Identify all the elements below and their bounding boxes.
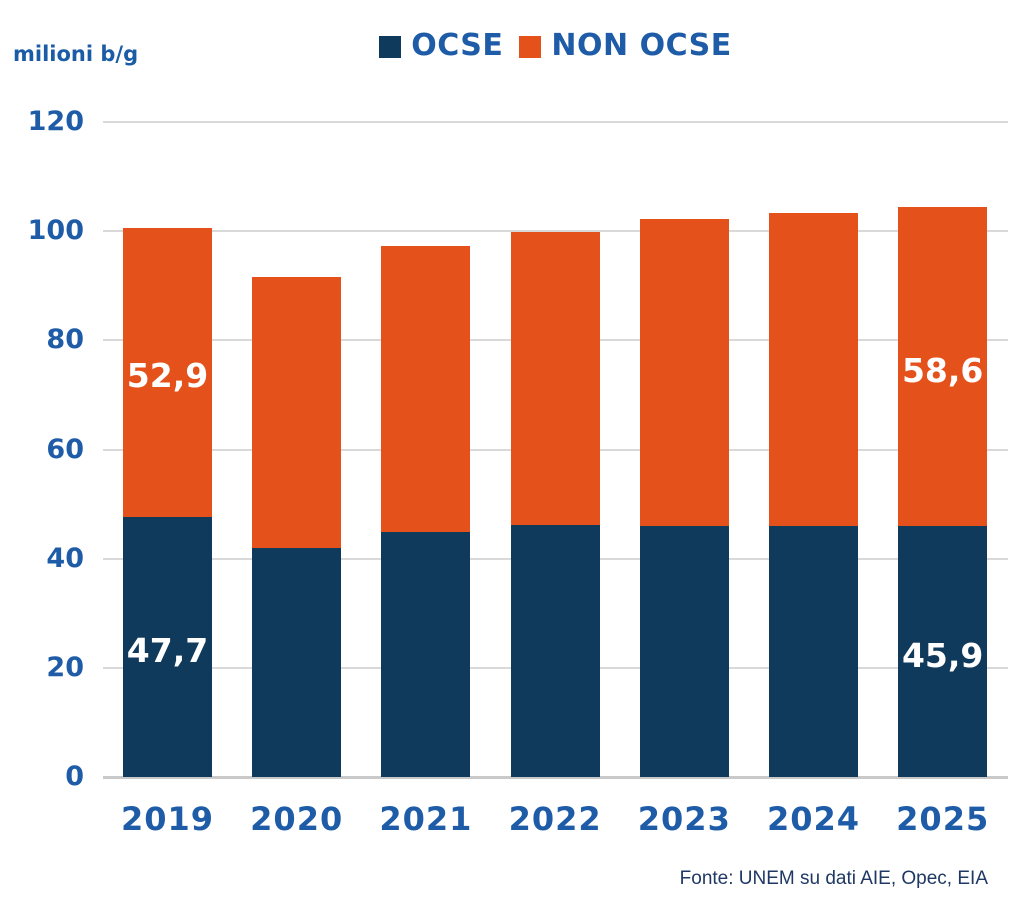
- y-axis-tick-label: 120: [27, 106, 84, 137]
- bar-segment-ocse-2021: [381, 532, 471, 777]
- bar-segment-ocse-2025: [898, 526, 988, 777]
- source-note: Fonte: UNEM su dati AIE, Opec, EIA: [679, 868, 988, 889]
- bar-segment-ocse-2022: [510, 525, 600, 777]
- y-axis-tick-label: 20: [46, 651, 84, 683]
- gridline-120: [103, 121, 1008, 123]
- y-axis-tick-label: 80: [46, 324, 84, 356]
- ocse-legend-swatch-icon: [379, 35, 402, 58]
- legend-item-ocse: OCSE: [379, 28, 503, 63]
- bar-segment-ocse-2020: [252, 547, 342, 777]
- gridline-100: [103, 230, 1008, 233]
- y-axis-tick-label: 100: [27, 215, 84, 247]
- x-axis-label-2023: 2023: [637, 800, 731, 838]
- bar-segment-non-ocse-2022: [510, 232, 600, 526]
- legend-label: NON OCSE: [551, 27, 732, 63]
- x-axis-line: [103, 776, 1008, 779]
- x-axis-label-2020: 2020: [250, 800, 344, 838]
- y-axis-tick-label: 0: [65, 761, 84, 792]
- x-axis-label-2022: 2022: [508, 800, 602, 838]
- bar-segment-non-ocse-2025: [898, 206, 988, 527]
- x-axis-label-2025: 2025: [896, 800, 990, 838]
- y-axis-unit-label: milioni b/g: [13, 42, 139, 66]
- bar-segment-ocse-2023: [639, 525, 729, 777]
- x-axis-label-2021: 2021: [379, 800, 473, 838]
- bar-segment-non-ocse-2024: [769, 213, 858, 526]
- bar-segment-non-ocse-2020: [252, 277, 342, 548]
- y-axis-tick-label: 60: [46, 433, 84, 465]
- legend-label: OCSE: [411, 27, 504, 63]
- bar-value-label-ocse-2019: 47,7: [126, 630, 209, 670]
- bar-segment-non-ocse-2019: [123, 227, 212, 517]
- x-axis-label-2019: 2019: [120, 800, 215, 838]
- bar-segment-ocse-2019: [123, 516, 212, 777]
- chart-legend: OCSE NON OCSE: [103, 24, 1008, 66]
- bar-segment-ocse-2024: [769, 525, 858, 777]
- non-ocse-legend-swatch-icon: [519, 35, 542, 58]
- bar-value-label-ocse-2025: 45,9: [901, 635, 984, 675]
- bar-value-label-non-ocse-2025: 58,6: [901, 350, 984, 390]
- x-axis-label-2024: 2024: [766, 800, 861, 838]
- bar-segment-non-ocse-2023: [639, 219, 729, 526]
- bar-segment-non-ocse-2021: [381, 245, 471, 533]
- bar-value-label-non-ocse-2019: 52,9: [126, 356, 209, 396]
- legend-item-non-ocse: NON OCSE: [519, 28, 731, 63]
- y-axis-tick-label: 40: [46, 542, 84, 574]
